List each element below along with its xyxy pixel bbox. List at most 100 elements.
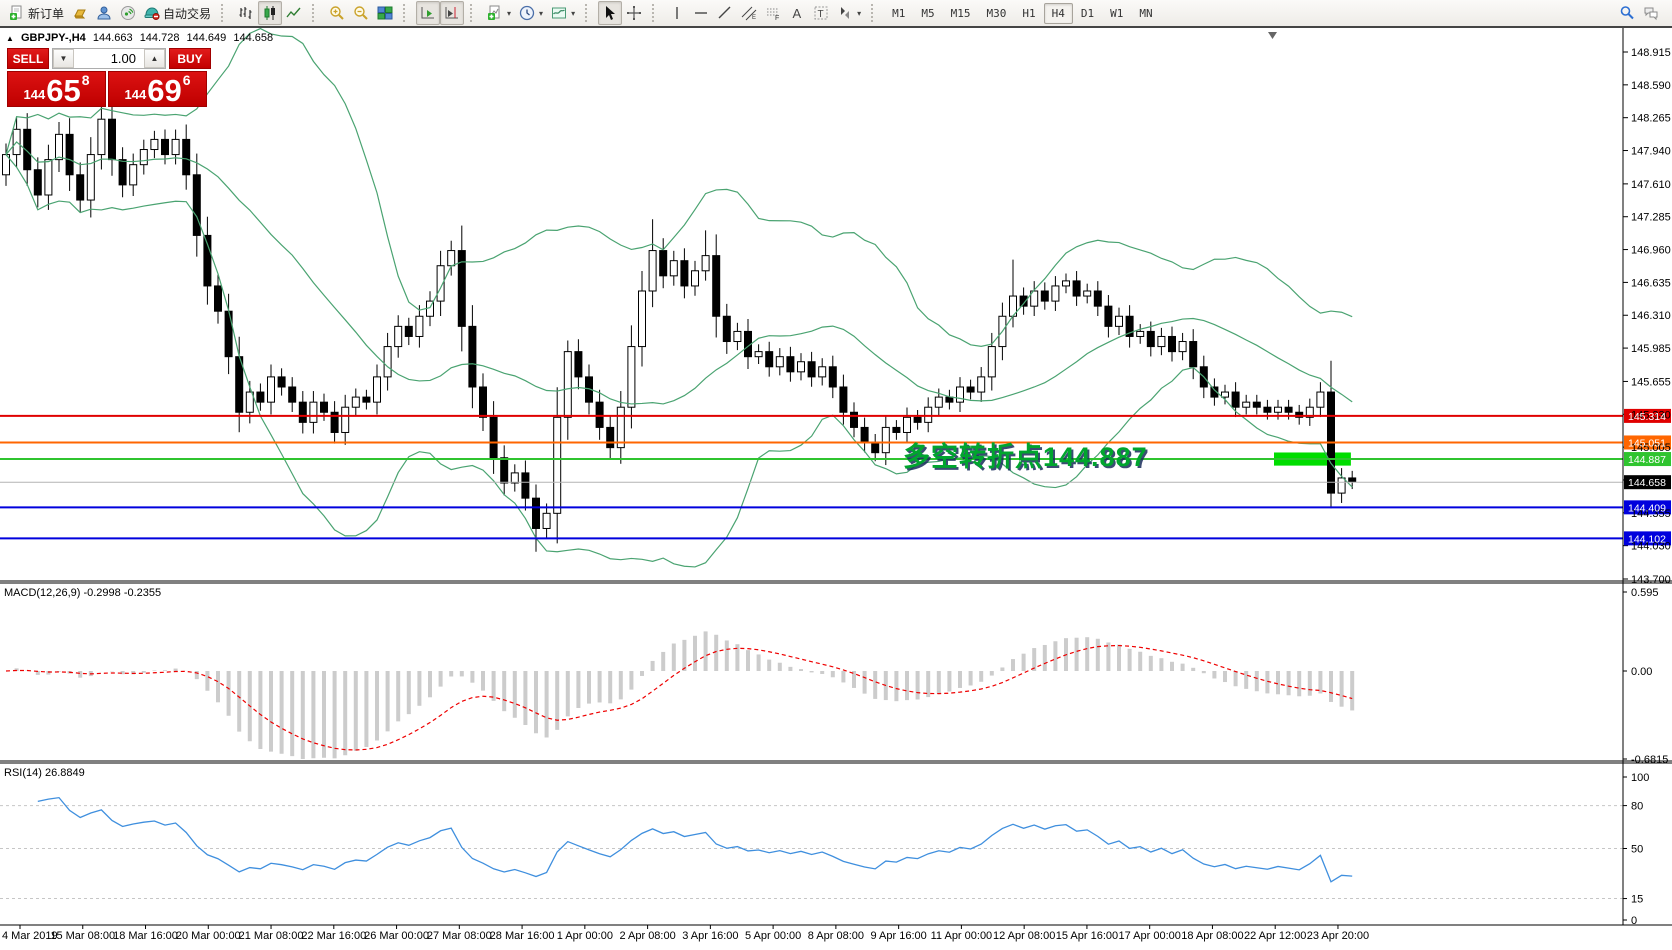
chart-shift-button[interactable] <box>440 1 465 25</box>
horizontal-line-button[interactable] <box>689 1 713 25</box>
search-button[interactable] <box>1615 1 1639 25</box>
candle <box>76 174 85 201</box>
candle <box>532 497 540 529</box>
sell-button[interactable]: SELL <box>7 48 49 69</box>
bar-chart-icon <box>239 7 252 19</box>
candlestick-chart-button[interactable] <box>258 1 283 25</box>
sell-price-pip: 8 <box>81 72 90 88</box>
timeframe-button-h4[interactable]: H4 <box>1043 2 1073 24</box>
timeframe-button-d1[interactable]: D1 <box>1080 6 1095 20</box>
candle <box>404 325 413 337</box>
timeframe-button-w1[interactable]: W1 <box>1110 6 1124 20</box>
candle <box>1210 386 1219 398</box>
volume-input[interactable] <box>74 49 144 68</box>
candle <box>1274 406 1282 413</box>
toolbar-grip[interactable] <box>871 4 878 22</box>
chart-area[interactable]: 148.915 148.590 148.265 147.940 147.610 147.2… <box>0 28 1672 950</box>
chat-button[interactable] <box>1639 1 1663 25</box>
candle <box>415 315 424 337</box>
zoom-out-icon <box>354 6 368 20</box>
new-chart-button[interactable]: ▾ <box>483 1 515 25</box>
candle <box>108 118 116 161</box>
price-tick-label: 143.700 <box>1631 574 1671 586</box>
timeframe-button-h1[interactable]: H1 <box>1022 6 1036 20</box>
clock-icon <box>519 5 535 21</box>
candle <box>648 250 657 292</box>
toolbar-grip[interactable] <box>221 4 228 22</box>
time-tick-label: 23 Apr 20:00 <box>1307 930 1369 942</box>
volume-down-button[interactable]: ▼ <box>53 49 74 68</box>
templates-button[interactable]: ▾ <box>547 1 579 25</box>
vertical-line-button[interactable] <box>665 1 689 25</box>
candle <box>1136 330 1145 337</box>
label-button[interactable]: T <box>809 1 833 25</box>
candle <box>903 416 911 433</box>
timeframe-button-m30[interactable]: M30 <box>986 6 1007 20</box>
time-tick-label: 28 Mar 16:00 <box>490 930 555 942</box>
chat-icon <box>1644 7 1658 21</box>
grid-layer <box>0 805 1623 900</box>
equidistant-channel-button[interactable]: E <box>737 1 761 25</box>
zoom-out-button[interactable] <box>349 1 373 25</box>
candle <box>1157 335 1166 348</box>
chart-canvas[interactable]: 148.915 148.590 148.265 147.940 147.610 147.2… <box>0 28 1672 950</box>
candle <box>1178 341 1187 353</box>
timeframe-button-mn[interactable]: MN <box>1139 6 1153 20</box>
toolbar-grip[interactable] <box>470 4 477 22</box>
periods-button[interactable]: ▾ <box>515 1 547 25</box>
buy-price[interactable]: 144 69 6 <box>108 71 207 107</box>
candle <box>754 351 763 358</box>
candle <box>23 128 32 171</box>
candle <box>1168 335 1176 353</box>
volume-up-button[interactable]: ▲ <box>144 49 165 68</box>
community-button[interactable] <box>92 1 116 25</box>
toolbar-grip[interactable] <box>403 4 410 22</box>
toolbar-grip[interactable] <box>585 4 592 22</box>
candle <box>330 411 339 433</box>
arrows-button[interactable]: ▾ <box>833 1 865 25</box>
auto-scroll-button[interactable] <box>416 1 441 25</box>
zoom-in-button[interactable] <box>325 1 349 25</box>
horizontal-lines-layer[interactable] <box>0 414 1623 540</box>
line-chart-button[interactable] <box>282 1 306 25</box>
candle <box>987 346 996 378</box>
fibonacci-button[interactable]: F <box>761 1 785 25</box>
rsi-tick-label: 0 <box>1631 915 1637 927</box>
candle <box>871 442 880 454</box>
trendline-button[interactable] <box>713 1 737 25</box>
timeframe-button-m1[interactable]: M1 <box>892 6 906 20</box>
signals-button[interactable] <box>116 1 140 25</box>
toolbar-grip[interactable] <box>652 4 659 22</box>
time-tick-label: 4 Mar 2019 <box>2 930 58 942</box>
candle <box>118 159 127 186</box>
time-tick-label: 22 Mar 16:00 <box>301 930 366 942</box>
price-badge-label: 144.102 <box>1628 533 1666 545</box>
candle <box>171 138 180 156</box>
candle <box>1295 411 1304 418</box>
candle <box>267 376 275 403</box>
text-button[interactable]: A <box>785 1 809 25</box>
tile-windows-button[interactable] <box>373 1 397 25</box>
panel-collapse-arrow[interactable]: ▲ <box>6 34 14 43</box>
toolbar-grip[interactable] <box>312 4 319 22</box>
time-tick-label: 1 Apr 00:00 <box>557 930 613 942</box>
bar-chart-button[interactable] <box>234 1 258 25</box>
buy-button[interactable]: BUY <box>169 48 211 69</box>
time-tick-label: 12 Apr 08:00 <box>993 930 1055 942</box>
candle <box>457 250 466 327</box>
autotrading-button[interactable]: 自动交易 <box>140 1 215 25</box>
timeframe-button-m15[interactable]: M15 <box>950 6 971 20</box>
chart-annotation-text[interactable]: 多空转折点144.887 <box>903 442 1148 472</box>
candle <box>712 255 721 317</box>
new-order-button[interactable]: 新订单 <box>5 1 68 25</box>
candle <box>1337 477 1346 494</box>
search-icon <box>1620 6 1634 20</box>
timeframe-button-m5[interactable]: M5 <box>921 6 935 20</box>
market-button[interactable] <box>68 1 92 25</box>
candle <box>1019 295 1028 307</box>
crosshair-button[interactable] <box>622 1 646 25</box>
svg-text:F: F <box>775 15 779 21</box>
sell-price[interactable]: 144 65 8 <box>7 71 106 107</box>
cursor-button[interactable] <box>598 1 623 25</box>
